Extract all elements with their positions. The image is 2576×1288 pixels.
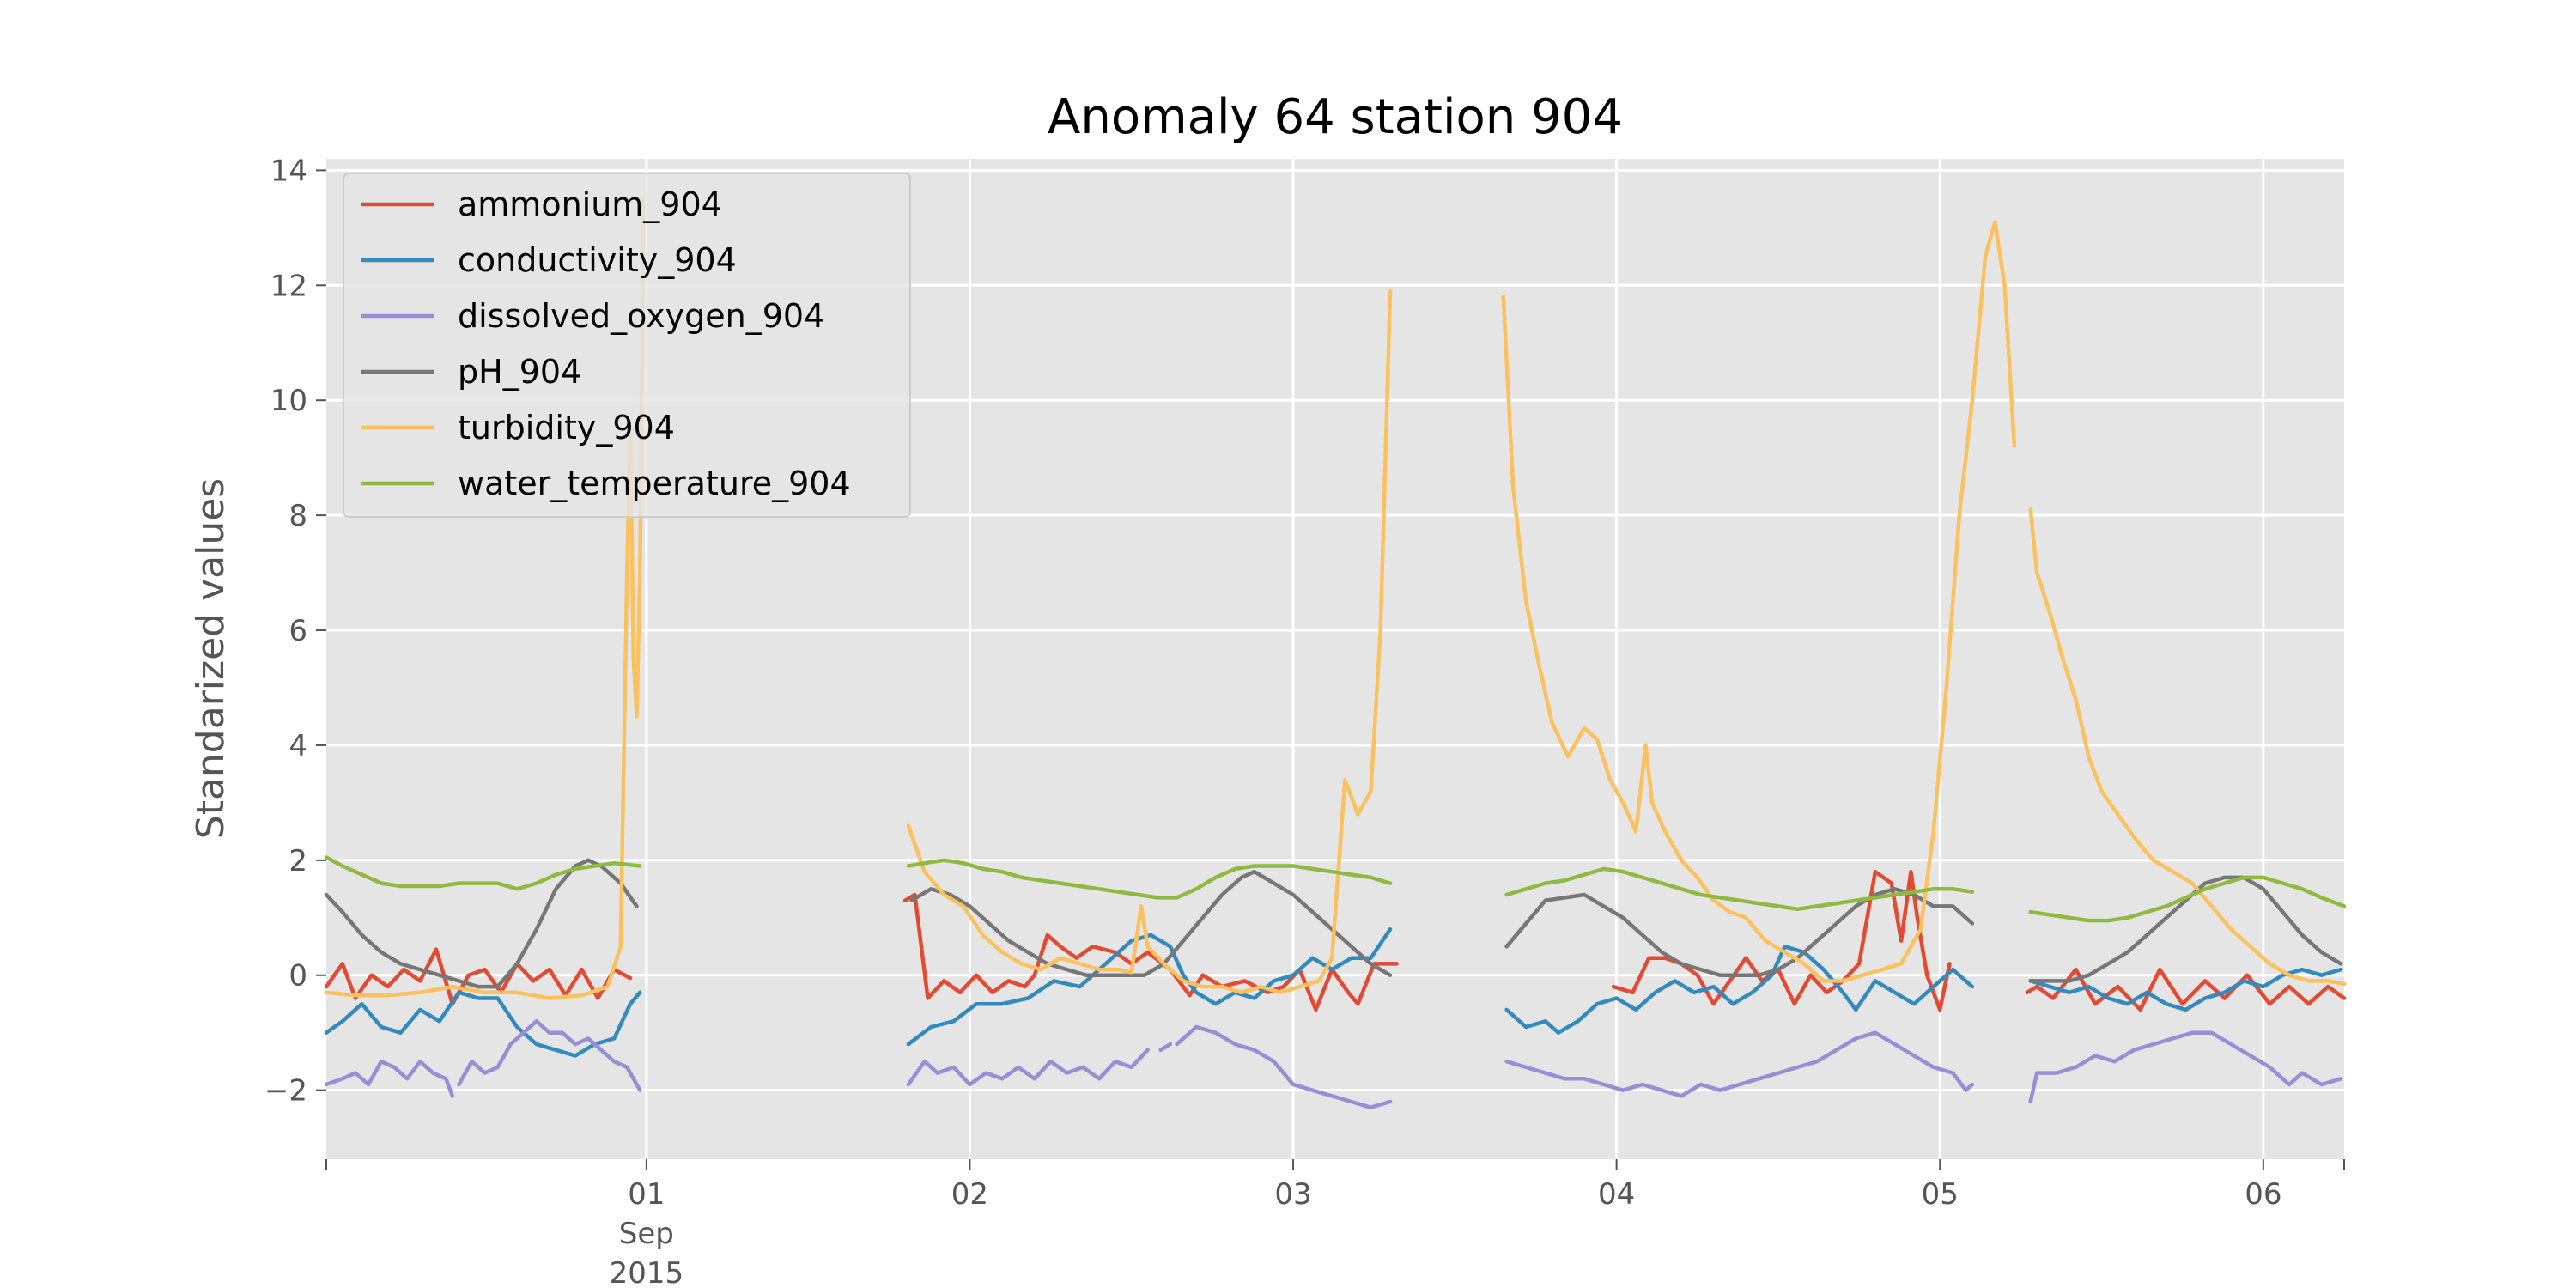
chart-title: Anomaly 64 station 904 [1048, 89, 1623, 145]
x-tick-label: 04 [1598, 1177, 1635, 1212]
series-line-segment [906, 927, 1393, 1047]
series-line-segment [2028, 1030, 2343, 1104]
y-tick-label: 4 [289, 729, 307, 763]
legend-label: turbidity_904 [458, 409, 675, 447]
x-tick-label: 03 [1274, 1177, 1311, 1212]
series-dissolved_oxygen_904 [324, 1019, 2343, 1109]
y-axis-title: Standarized values [189, 478, 233, 839]
series-line-segment [1175, 1024, 1393, 1109]
legend-label: ammonium_904 [458, 185, 722, 223]
series-lines [324, 197, 2347, 1109]
legend-label: conductivity_904 [458, 241, 737, 279]
legend-box [343, 173, 911, 518]
y-tick-label: 2 [289, 844, 307, 878]
series-line-segment [909, 869, 1393, 977]
series-line-segment [324, 858, 639, 989]
series-line-segment [2028, 875, 2347, 923]
x-tick-label: 02 [951, 1177, 988, 1212]
series-water_temperature_904 [324, 855, 2347, 923]
series-line-segment [906, 858, 1393, 900]
y-tick-label: 14 [270, 154, 307, 188]
series-line-segment [457, 1019, 642, 1092]
x-tick-label: 06 [2245, 1177, 2281, 1212]
x-tick-label: 01 [628, 1177, 665, 1212]
series-pH_904 [324, 858, 2343, 989]
legend-label: water_temperature_904 [458, 465, 851, 502]
legend-label: dissolved_oxygen_904 [458, 297, 824, 335]
legend: ammonium_904 conductivity_904 dissolved_ox… [343, 173, 911, 518]
y-tick-label: 6 [289, 614, 307, 648]
series-turbidity_904 [324, 197, 2347, 1000]
series-conductivity_904 [324, 927, 2343, 1058]
series-line-segment [324, 990, 642, 1058]
y-tick-label: 10 [270, 384, 307, 418]
series-line-segment [1504, 887, 1975, 977]
y-tick-label: 12 [270, 269, 307, 303]
series-line-segment [1504, 1030, 1975, 1098]
x-tick-label: Sep [619, 1217, 674, 1251]
series-line-segment [1504, 945, 1975, 1035]
series-line-segment [906, 289, 1393, 995]
series-line-segment [2028, 507, 2347, 987]
x-tick-label: 2015 [610, 1256, 684, 1288]
x-tick-label: 05 [1922, 1177, 1959, 1212]
series-line-segment [324, 1059, 455, 1098]
series-line-segment [324, 855, 642, 891]
y-tick-label: 0 [289, 959, 307, 993]
series-line-segment [1504, 866, 1975, 912]
series-line-segment [2028, 875, 2343, 983]
legend-label: pH_904 [458, 353, 581, 391]
series-line-segment [324, 947, 633, 1006]
series-line-segment [1158, 1042, 1173, 1053]
series-line-segment [1501, 220, 2017, 983]
series-line-segment [906, 1048, 1150, 1087]
y-tick-label: −2 [264, 1074, 307, 1109]
series-line-segment [324, 197, 646, 1000]
y-tick-label: 8 [289, 499, 307, 533]
